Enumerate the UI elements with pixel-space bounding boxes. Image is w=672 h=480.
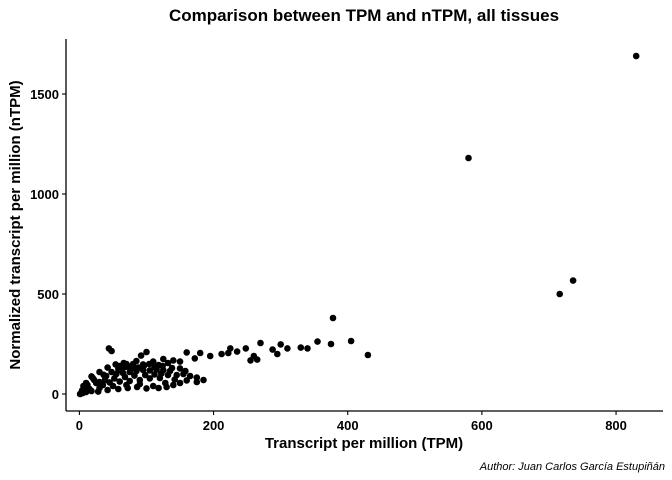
data-point <box>159 362 166 370</box>
data-point <box>133 383 141 391</box>
data-point <box>200 376 207 384</box>
data-point <box>111 375 118 382</box>
y-axis-title: Normalized transcript per million (nTPM) <box>7 80 24 369</box>
x-tick-label: 800 <box>605 418 627 433</box>
data-point <box>182 367 189 375</box>
data-point <box>465 154 472 162</box>
data-point <box>140 362 148 370</box>
data-point <box>170 381 177 389</box>
data-point <box>183 349 190 356</box>
data-point <box>206 352 214 360</box>
x-tick-label: 200 <box>203 418 225 433</box>
data-point <box>143 385 150 392</box>
data-point <box>105 345 113 352</box>
data-point <box>78 389 85 396</box>
data-point <box>196 349 204 357</box>
data-point <box>120 359 127 367</box>
data-point <box>146 375 154 382</box>
data-point <box>329 314 337 322</box>
data-point <box>225 349 232 357</box>
data-point <box>106 379 113 386</box>
data-point <box>176 358 184 365</box>
data-point <box>176 379 184 387</box>
data-point <box>124 384 131 392</box>
data-point <box>347 337 355 345</box>
data-point <box>247 357 254 364</box>
data-point <box>121 373 129 381</box>
data-point <box>233 348 241 355</box>
x-axis: 0 200 400 600 800 <box>66 410 663 433</box>
data-point <box>151 363 158 371</box>
data-point <box>556 290 563 298</box>
data-point <box>149 382 157 390</box>
data-point <box>160 355 167 363</box>
data-point <box>127 365 134 373</box>
chart-title: Comparison between TPM and nTPM, all tis… <box>169 6 559 25</box>
x-tick-label: 400 <box>337 418 359 433</box>
data-point <box>191 355 199 362</box>
data-point <box>136 376 144 384</box>
data-point <box>143 348 150 356</box>
data-point <box>156 374 164 382</box>
author-caption: Author: Juan Carlos García Estupiñán <box>479 461 665 473</box>
data-point <box>569 277 577 284</box>
data-point <box>99 381 107 389</box>
x-tick-label: 600 <box>471 418 493 433</box>
data-point <box>145 360 153 368</box>
data-point <box>164 371 172 379</box>
data-point <box>129 360 137 368</box>
y-axis: 0 500 1000 1500 <box>30 39 67 411</box>
data-point <box>171 376 178 383</box>
data-point <box>314 338 321 345</box>
data-point <box>112 361 119 368</box>
data-point <box>297 344 305 351</box>
data-point <box>146 367 154 374</box>
data-point <box>94 388 102 395</box>
data-point <box>277 341 285 348</box>
data-point <box>193 378 201 386</box>
data-point <box>163 383 170 391</box>
data-point <box>88 387 95 395</box>
data-point <box>304 345 311 352</box>
data-point <box>104 386 111 394</box>
data-point <box>104 364 111 371</box>
data-point <box>218 350 225 358</box>
data-points <box>76 52 640 398</box>
data-point <box>242 345 250 352</box>
data-point <box>269 346 276 353</box>
data-point <box>632 52 640 60</box>
x-tick-label: 0 <box>76 418 83 433</box>
data-point <box>96 368 103 376</box>
data-point <box>327 340 335 348</box>
data-point <box>274 350 281 358</box>
data-point <box>116 378 123 385</box>
data-point <box>170 357 177 364</box>
data-point <box>164 359 172 367</box>
data-point <box>257 339 264 347</box>
data-point <box>155 384 162 392</box>
data-point <box>137 352 145 359</box>
data-point <box>168 364 176 372</box>
x-axis-title: Transcript per million (TPM) <box>265 435 463 452</box>
data-point <box>115 385 122 393</box>
data-point <box>141 371 149 379</box>
data-point <box>126 377 133 385</box>
data-point <box>364 351 372 359</box>
data-point <box>253 356 261 363</box>
data-point <box>131 372 138 379</box>
y-tick-label: 500 <box>37 287 59 302</box>
data-point <box>151 371 158 378</box>
data-point <box>88 373 95 380</box>
data-point <box>176 365 184 372</box>
data-point <box>108 368 115 376</box>
data-point <box>183 377 190 384</box>
y-tick-label: 1000 <box>30 187 59 202</box>
y-tick-label: 1500 <box>30 87 59 102</box>
data-point <box>284 345 291 352</box>
y-tick-label: 0 <box>52 387 59 402</box>
